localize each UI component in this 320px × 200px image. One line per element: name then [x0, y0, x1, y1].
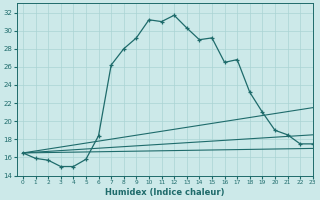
X-axis label: Humidex (Indice chaleur): Humidex (Indice chaleur) — [105, 188, 224, 197]
